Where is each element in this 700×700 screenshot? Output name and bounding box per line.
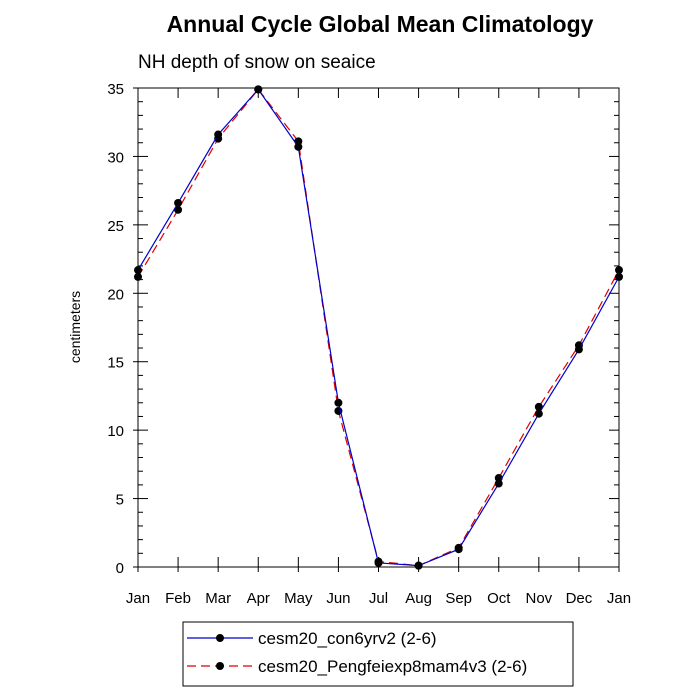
data-point-series-1 [214, 130, 223, 139]
data-point-series-2 [174, 205, 183, 214]
x-tick-label: Jun [326, 590, 350, 607]
legend: cesm20_con6yrv2 (2-6) cesm20_Pengfeiexp8… [182, 621, 574, 687]
legend-box [182, 621, 574, 687]
x-tick-label: Feb [165, 590, 191, 607]
y-axis-label: centimeters [67, 291, 83, 363]
y-tick-label: 15 [107, 355, 124, 372]
x-tick-label: Mar [205, 590, 231, 607]
legend-marker-series-2 [216, 662, 224, 670]
data-point-series-1 [254, 85, 263, 94]
legend-label-series-2: cesm20_Pengfeiexp8mam4v3 (2-6) [258, 657, 527, 676]
x-tick-label: Oct [487, 590, 511, 607]
x-tick-label: May [284, 590, 313, 607]
x-tick-label: Sep [445, 590, 472, 607]
legend-marker-series-1 [216, 634, 224, 642]
x-tick-label: Aug [405, 590, 432, 607]
legend-label-series-1: cesm20_con6yrv2 (2-6) [258, 629, 437, 648]
series-line-1 [137, 88, 620, 567]
series-lines [134, 85, 623, 570]
data-point-series-1 [494, 479, 503, 488]
x-tick-label: Jan [607, 590, 631, 607]
data-point-series-1 [534, 409, 543, 418]
x-tick-labels: Jan Feb Mar Apr May Jun Jul Aug Sep Oct Nov Dec Jan [126, 590, 631, 607]
y-tick-label: 35 [107, 81, 124, 98]
x-tick-label: Nov [525, 590, 552, 607]
y-tick-label: 5 [116, 492, 124, 509]
plot-frame [137, 87, 620, 568]
data-point-series-1 [174, 198, 183, 207]
data-point-series-1 [294, 142, 303, 151]
x-tick-label: Jan [126, 590, 150, 607]
data-point-series-1 [374, 558, 383, 567]
data-point-series-1 [454, 545, 463, 554]
chart-subtitle: NH depth of snow on seaice [138, 52, 376, 73]
data-point-series-1 [334, 398, 343, 407]
data-point-series-1 [414, 561, 423, 570]
series-line-2 [137, 88, 620, 567]
y-tick-label: 0 [116, 560, 124, 577]
y-tick-label: 20 [107, 286, 124, 303]
y-tick-label: 25 [107, 218, 124, 235]
y-tick-label: 10 [107, 423, 124, 440]
x-tick-label: Apr [247, 590, 270, 607]
y-tick-label: 30 [107, 149, 124, 166]
data-point-series-2 [534, 402, 543, 411]
x-tick-label: Jul [369, 590, 388, 607]
y-tick-labels: 0 5 10 15 20 25 30 35 [107, 81, 124, 577]
data-point-series-1 [574, 345, 583, 354]
chart-title: Annual Cycle Global Mean Climatology [167, 11, 594, 37]
x-tick-label: Dec [566, 590, 593, 607]
